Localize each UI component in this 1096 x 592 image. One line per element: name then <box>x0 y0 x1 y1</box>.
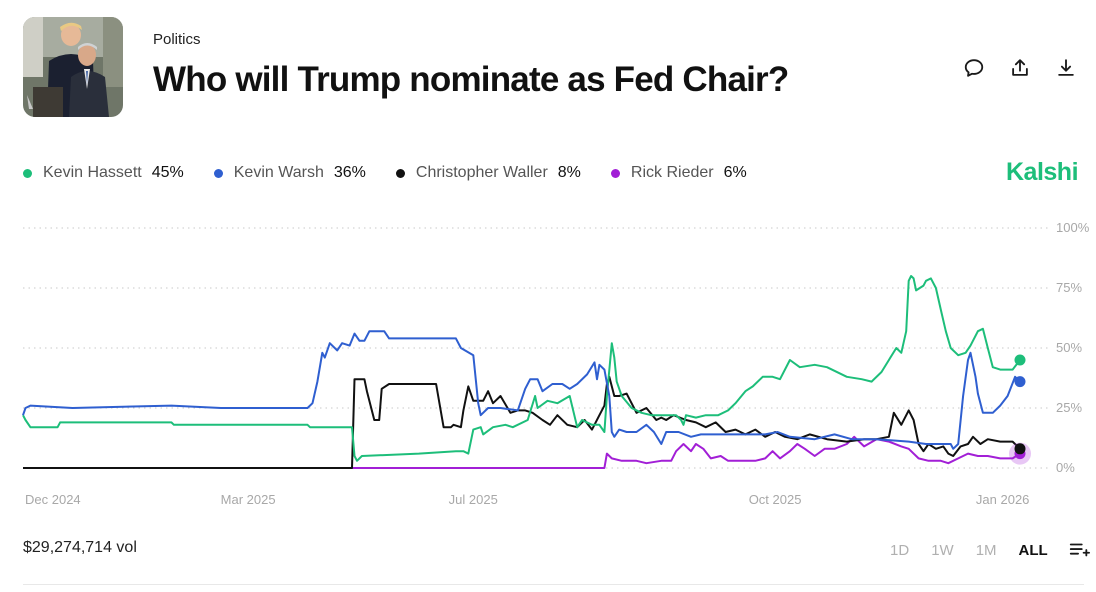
legend-dot <box>23 168 32 178</box>
series-end-marker <box>1014 354 1026 366</box>
legend-name: Kevin Hassett <box>43 164 142 181</box>
legend-item-kevin-warsh[interactable]: Kevin Warsh 36% <box>213 164 366 182</box>
y-tick-label: 25% <box>1056 400 1082 415</box>
legend-dot <box>610 168 620 178</box>
volume-text: $29,274,714 vol <box>23 539 137 556</box>
comment-icon <box>964 59 984 77</box>
y-tick-label: 100% <box>1056 220 1090 235</box>
series-end-marker <box>1014 443 1026 455</box>
x-tick-label: Dec 2024 <box>25 492 81 507</box>
comment-button[interactable] <box>962 56 986 80</box>
legend-value: 36% <box>333 164 366 181</box>
series-end-marker <box>1014 376 1026 388</box>
legend-value: 6% <box>723 164 747 181</box>
probability-chart: 0% 25% 50% 75% 100% Dec 2024 Mar 2025 Jul 2025 O… <box>22 220 1090 507</box>
legend-value: 8% <box>557 164 581 181</box>
x-tick-label: Oct 2025 <box>749 492 802 507</box>
y-tick-label: 0% <box>1056 460 1075 475</box>
legend-name: Rick Rieder <box>630 164 714 181</box>
range-1d-button[interactable]: 1D <box>890 541 910 559</box>
series-line-kevin-warsh <box>22 330 1021 450</box>
x-tick-label: Mar 2025 <box>221 492 276 507</box>
page-title: Who will Trump nominate as Fed Chair? <box>153 60 789 99</box>
market-photo <box>23 17 123 117</box>
range-all-button[interactable]: ALL <box>1018 541 1048 559</box>
chart-legend: Kevin Hassett 45% Kevin Warsh 36% Christ… <box>23 164 777 182</box>
range-1m-button[interactable]: 1M <box>975 541 997 559</box>
series-line-rick-rieder <box>23 435 1021 469</box>
legend-value: 45% <box>151 164 184 181</box>
range-1w-button[interactable]: 1W <box>931 541 954 559</box>
series-line-christopher-waller <box>23 375 1021 469</box>
download-icon <box>1058 59 1074 76</box>
legend-dot <box>213 168 223 178</box>
legend-item-kevin-hassett[interactable]: Kevin Hassett 45% <box>23 164 184 182</box>
header-actions <box>962 56 1078 80</box>
legend-item-christopher-waller[interactable]: Christopher Waller 8% <box>395 164 581 182</box>
list-settings-icon[interactable] <box>1068 539 1090 561</box>
market-category[interactable]: Politics <box>153 31 201 48</box>
y-tick-label: 50% <box>1056 340 1082 355</box>
time-range-selector: 1D 1W 1M ALL <box>890 539 1090 561</box>
legend-name: Kevin Warsh <box>233 164 324 181</box>
legend-dot <box>395 168 405 178</box>
brand-logo[interactable]: Kalshi <box>1006 158 1079 186</box>
legend-name: Christopher Waller <box>415 164 548 181</box>
share-button[interactable] <box>1008 56 1032 80</box>
x-tick-label: Jan 2026 <box>976 492 1030 507</box>
series-line-kevin-hassett <box>22 275 1021 462</box>
y-tick-label: 75% <box>1056 280 1082 295</box>
share-icon <box>1012 59 1028 76</box>
x-tick-label: Jul 2025 <box>449 492 498 507</box>
download-button[interactable] <box>1054 56 1078 80</box>
legend-item-rick-rieder[interactable]: Rick Rieder 6% <box>610 164 747 182</box>
footer-divider <box>23 584 1084 585</box>
market-thumbnail <box>23 17 123 117</box>
